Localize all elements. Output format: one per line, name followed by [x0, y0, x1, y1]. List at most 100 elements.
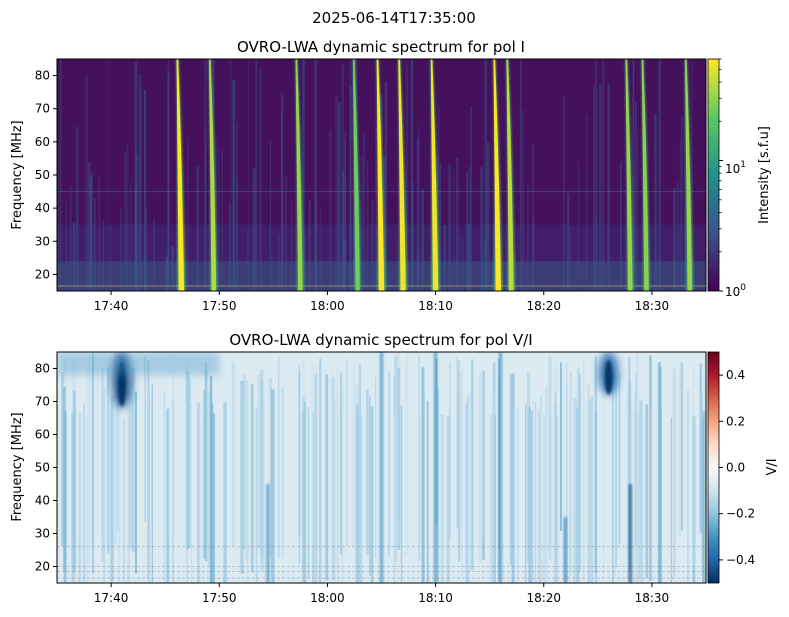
colorbar-1-ticks: [719, 58, 723, 292]
background-striation: [397, 367, 401, 550]
y-tick-label: 20: [35, 267, 50, 281]
x-tick-label: 18:10: [418, 591, 453, 605]
background-striation: [165, 257, 169, 291]
background-striation: [189, 379, 191, 549]
background-striation: [382, 154, 386, 291]
background-striation: [204, 59, 207, 291]
background-striation: [459, 234, 461, 291]
burst-core: [684, 59, 693, 291]
background-striation: [280, 111, 283, 291]
background-striation: [440, 414, 444, 583]
background-striation: [579, 374, 581, 572]
background-striation: [570, 226, 572, 291]
background-striation: [576, 367, 580, 583]
background-striation: [511, 373, 515, 583]
background-striation: [314, 374, 317, 583]
background-striation: [492, 394, 496, 583]
background-striation: [628, 356, 631, 571]
colorbar-pol-vi: 0.4 0.2 0.0 −0.2 −0.4 V/I: [707, 351, 780, 584]
background-striation: [673, 257, 676, 291]
background-striation: [466, 171, 468, 291]
background-striation: [278, 356, 280, 559]
background-striation: [452, 168, 455, 291]
burst-core: [641, 59, 649, 291]
background-striation: [703, 373, 705, 583]
x-tick-label: 18:00: [310, 299, 345, 313]
background-striation: [527, 372, 530, 563]
background-striation: [329, 130, 332, 291]
background-striation: [418, 355, 421, 562]
background-striation: [612, 372, 614, 583]
background-striation: [186, 364, 189, 576]
colorbar-2-ticks: 0.4 0.2 0.0 −0.2 −0.4: [719, 368, 755, 567]
background-striation: [595, 412, 597, 583]
burst-core: [430, 59, 439, 291]
background-striation: [314, 59, 317, 291]
background-striation: [116, 360, 119, 531]
background-striation: [469, 390, 471, 583]
background-striation: [110, 395, 114, 581]
background-striation: [337, 412, 339, 583]
heatmap-pol-vi: [57, 352, 706, 583]
background-striation: [204, 362, 208, 540]
background-striation: [565, 362, 568, 583]
background-striation: [255, 407, 258, 583]
background-striation: [285, 176, 287, 291]
colorbar-2-tick-label: 0.4: [726, 368, 745, 382]
background-striation: [573, 398, 577, 583]
background-striation: [594, 59, 598, 291]
background-striation: [130, 181, 132, 291]
colorbar-2-tick-label: 0.2: [726, 414, 745, 428]
y-tick-label: 50: [35, 168, 50, 182]
burst-core: [295, 59, 303, 291]
background-striation: [269, 377, 273, 557]
x-tick-label: 18:00: [310, 591, 345, 605]
background-striation: [245, 380, 249, 561]
background-striation: [534, 402, 537, 583]
background-striation: [134, 391, 138, 574]
panel-2-y-axis: 20 30 40 50 60 70 80: [35, 362, 57, 574]
background-striation: [333, 400, 336, 583]
background-striation: [303, 236, 306, 291]
background-striation: [271, 389, 275, 583]
background-striation: [186, 135, 189, 291]
background-striation: [349, 86, 352, 291]
background-striation: [236, 122, 238, 291]
background-striation: [134, 61, 138, 291]
background-striation: [658, 59, 662, 291]
background-striation: [201, 417, 204, 583]
background-striation: [478, 372, 481, 562]
figure-suptitle: 2025-06-14T17:35:00: [312, 9, 476, 27]
background-striation: [223, 402, 227, 583]
background-striation: [448, 361, 451, 541]
background-striation: [143, 254, 147, 291]
background-striation: [635, 373, 637, 547]
background-striation: [555, 392, 557, 582]
background-striation: [527, 183, 529, 291]
panel-pol-vi: OVRO-LWA dynamic spectrum for pol V/I 17…: [10, 331, 780, 605]
background-striation: [519, 59, 522, 291]
background-striation: [471, 359, 474, 570]
background-striation: [405, 65, 409, 291]
background-striation: [240, 380, 244, 574]
background-striation: [212, 412, 216, 583]
background-striation: [493, 221, 496, 291]
background-striation: [144, 355, 146, 522]
background-striation: [585, 115, 588, 291]
panel-pol-i: OVRO-LWA dynamic spectrum for pol I 17:4…: [10, 38, 772, 313]
background-striation: [618, 374, 621, 545]
y-tick-label: 30: [35, 527, 50, 541]
background-striation: [78, 412, 82, 583]
background-striation: [418, 126, 420, 291]
background-striation: [319, 206, 322, 291]
background-striation: [76, 127, 79, 291]
burst-core: [352, 59, 360, 291]
background-striation: [635, 101, 637, 291]
background-striation: [602, 59, 605, 291]
background-striation: [311, 365, 314, 547]
panel-2-ylabel: Frequency [MHz]: [10, 412, 25, 521]
y-tick-label: 40: [35, 494, 50, 508]
background-striation: [71, 412, 73, 582]
background-striation: [134, 185, 137, 291]
burst-core: [209, 59, 217, 291]
